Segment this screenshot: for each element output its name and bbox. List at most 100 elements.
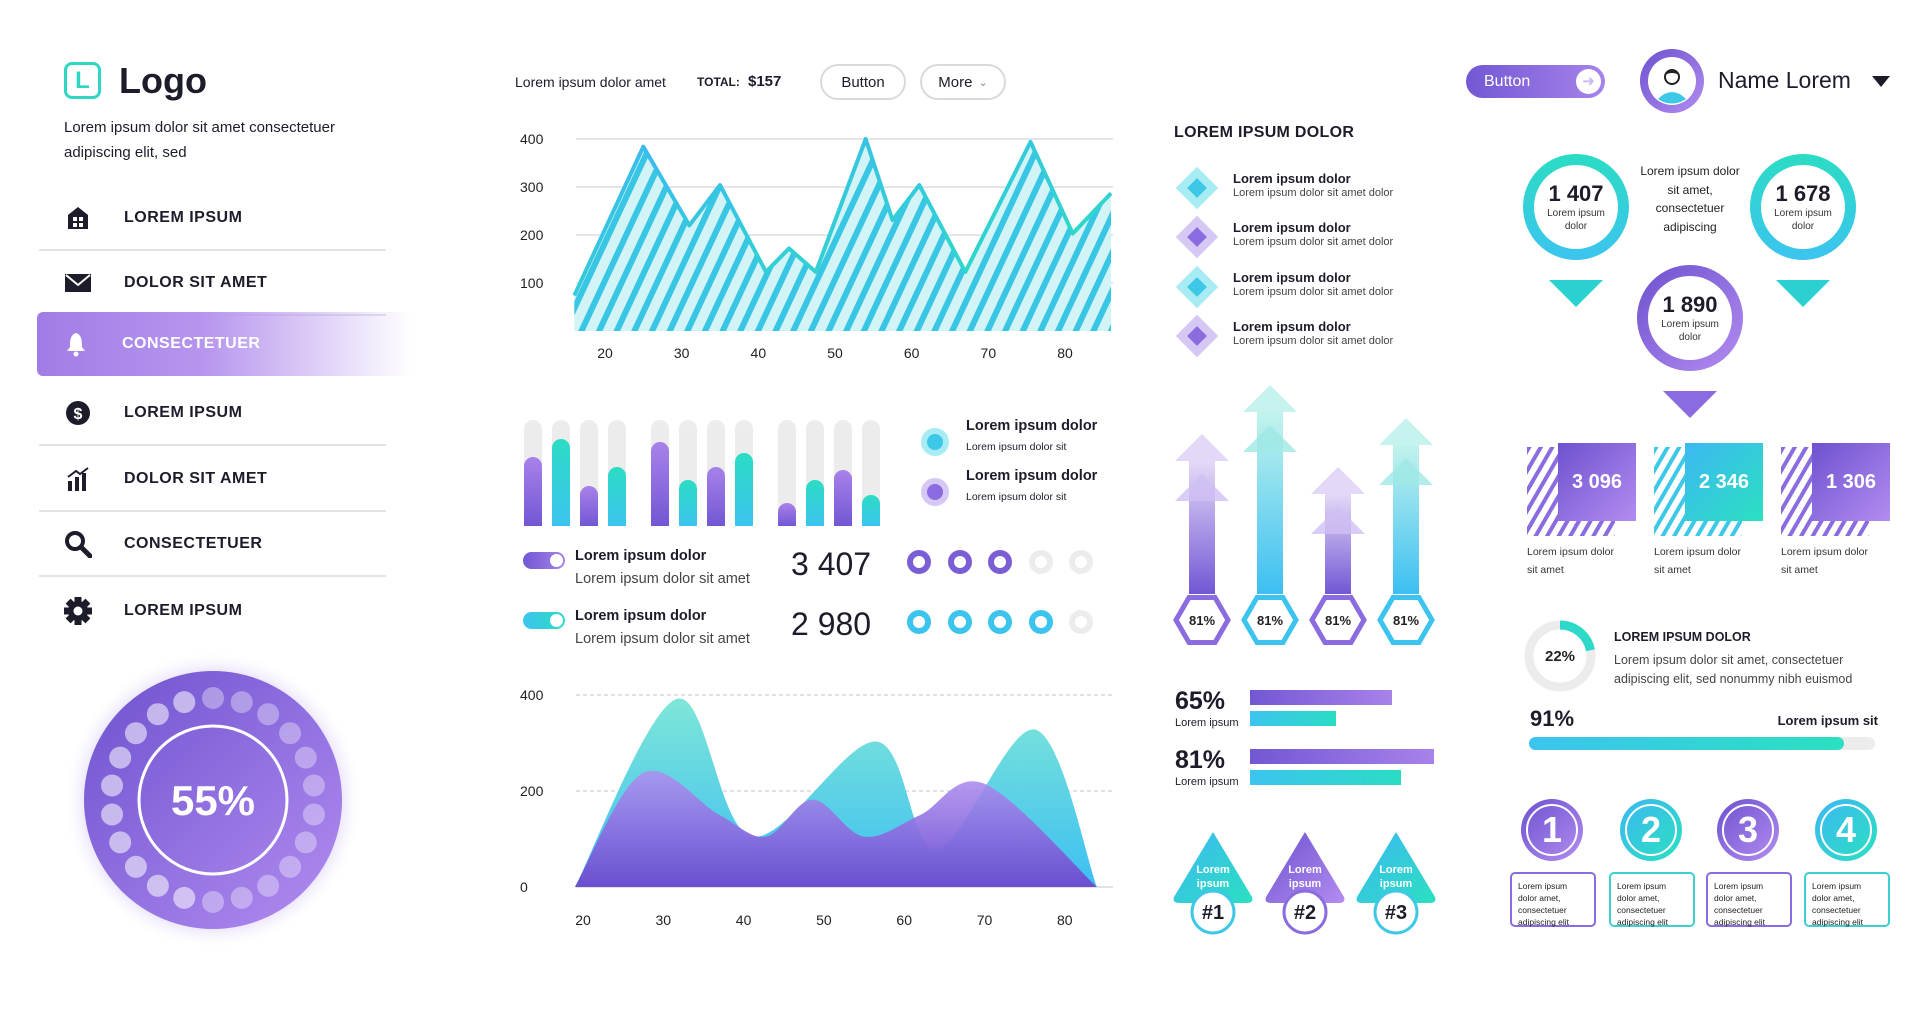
sidebar-item-1[interactable]: LOREM IPSUM — [39, 186, 386, 251]
gauge-label: 55% — [171, 777, 255, 824]
list-item-subtitle: Lorem ipsum dolor sit amet dolor — [1233, 236, 1394, 248]
legend-subtitle: Lorem ipsum dolor sit — [966, 441, 1067, 453]
gauge-dot — [146, 874, 169, 897]
total-value: $157 — [748, 73, 782, 90]
gauge-dot — [146, 703, 169, 726]
purple-bar — [1250, 690, 1392, 705]
rank-text: ipsum — [1197, 878, 1230, 890]
pin-pointer-icon — [1549, 280, 1603, 307]
rank-text: Lorem — [1288, 864, 1322, 876]
house-icon — [64, 206, 92, 230]
bar-track — [778, 420, 796, 526]
donut-text: Lorem ipsum dolor sit amet, consectetuer… — [1614, 651, 1852, 689]
header-button[interactable]: Button ➜ — [1466, 65, 1605, 98]
gauge-dot — [279, 722, 302, 745]
gauge-55: 55% — [63, 650, 363, 950]
user-name[interactable]: Name Lorem — [1718, 67, 1851, 93]
percent-label: 81% — [1175, 746, 1226, 774]
progress-label: 91% — [1530, 706, 1575, 731]
y-tick-label: 400 — [520, 687, 544, 703]
area-chart: 0 200 400 20 30 40 50 60 70 80 — [520, 687, 1113, 928]
bar — [552, 439, 570, 526]
sidebar-item-2[interactable]: DOLOR SIT AMET — [39, 251, 386, 316]
gauge-dot — [302, 774, 325, 797]
gauge-dot — [101, 803, 124, 826]
list-item-subtitle: Lorem ipsum dolor sit amet dolor — [1233, 187, 1394, 199]
svg-text:$: $ — [74, 406, 83, 423]
rank-badge: Lorem ipsum #3 — [1356, 832, 1436, 935]
list-item-title: Lorem ipsum dolor — [1233, 220, 1351, 235]
y-tick-label: 200 — [520, 783, 544, 799]
list-item-title: Lorem ipsum dolor — [1233, 171, 1351, 186]
sidebar-item-label: LOREM IPSUM — [124, 403, 243, 421]
toggle-value: 3 407 — [791, 546, 872, 582]
sidebar-item-label: CONSECTETUER — [122, 335, 261, 352]
sidebar-item-label: DOLOR SIT AMET — [124, 469, 268, 487]
toggle-subtitle: Lorem ipsum dolor sit amet — [575, 571, 750, 587]
arrow-right-icon: ➜ — [1576, 69, 1601, 94]
x-tick-label: 20 — [597, 345, 613, 361]
donut-title: LOREM IPSUM DOLOR — [1614, 630, 1751, 644]
list-item-title: Lorem ipsum dolor — [1233, 319, 1351, 334]
toggle-switch[interactable] — [523, 552, 565, 569]
donut-text-line: adipiscing elit, sed nonummy nibh euismo… — [1614, 672, 1853, 686]
rating-ring-filled — [947, 610, 972, 634]
gauge-dot — [109, 746, 132, 769]
arrow-percent: 81% — [1325, 613, 1351, 628]
arrow-bar: 81% — [1309, 467, 1367, 646]
pin-pointer-icon — [1776, 280, 1830, 307]
gauge-dot — [294, 831, 317, 854]
toolbar-button[interactable]: Button — [820, 64, 906, 100]
pin-label: Lorem ipsum dolor — [1774, 207, 1832, 233]
stat-label-line: sit amet — [1781, 564, 1818, 576]
rank-text: ipsum — [1380, 878, 1413, 890]
step-number: 1 — [1521, 799, 1583, 861]
sidebar-item-label: LOREM IPSUM — [124, 601, 243, 619]
line-chart: 100 200 300 400 20 30 40 50 60 70 80 — [520, 131, 1113, 361]
gauge-dot — [279, 855, 302, 878]
rating-ring-filled — [988, 610, 1012, 634]
step-text-box: Lorem ipsum dolor amet, consectetuer adi… — [1609, 872, 1695, 927]
caret-down-icon[interactable] — [1872, 76, 1890, 87]
toggle-title: Lorem ipsum dolor — [575, 608, 707, 624]
stat-value: 1 306 — [1812, 443, 1890, 521]
diamond-icon — [1175, 265, 1219, 309]
sidebar-item-6[interactable]: CONSECTETUER — [39, 512, 386, 577]
bar — [834, 469, 852, 526]
legend-subtitle: Lorem ipsum dolor sit — [966, 491, 1067, 503]
toggle-switch[interactable] — [523, 612, 565, 629]
bar — [679, 480, 697, 526]
gauge-dot — [124, 722, 147, 745]
avatar[interactable] — [1640, 49, 1704, 113]
sidebar-item-5[interactable]: DOLOR SIT AMET — [39, 447, 386, 512]
rank-text: Lorem — [1196, 864, 1230, 876]
bar — [608, 466, 626, 526]
diamond-icon — [1175, 314, 1219, 358]
stat-value: 3 096 — [1558, 443, 1636, 521]
sidebar-item-3[interactable]: CONSECTETUER — [37, 312, 412, 376]
sidebar-item-4[interactable]: $ LOREM IPSUM — [39, 381, 386, 446]
bar-chart-icon — [64, 466, 92, 491]
arrow-bar: 81% — [1241, 385, 1299, 646]
hexagon-badge — [1309, 594, 1367, 646]
search-icon — [64, 530, 92, 558]
sidebar-item-7[interactable]: LOREM IPSUM — [39, 578, 386, 643]
sidebar-item-label: DOLOR SIT AMET — [124, 273, 268, 291]
step-text-box: Lorem ipsum dolor amet, consectetuer adi… — [1804, 872, 1890, 927]
rank-text: Lorem — [1379, 864, 1413, 876]
bell-icon — [62, 331, 90, 357]
y-tick-label: 200 — [520, 227, 544, 243]
arrow-percent: 81% — [1257, 613, 1283, 628]
toggle-title: Lorem ipsum dolor — [575, 548, 707, 564]
arrow-bar: 81% — [1377, 418, 1435, 646]
more-dropdown[interactable]: More ⌄ — [920, 64, 1006, 100]
pin-value: 1 407 — [1548, 180, 1604, 206]
bar — [862, 495, 880, 526]
arrow-bars: 81% 81% 81% 81% — [1173, 385, 1435, 646]
donut-label: 22% — [1545, 648, 1575, 665]
toolbar-caption: Lorem ipsum dolor amet — [515, 74, 666, 90]
stat-label-line: Lorem ipsum dolor — [1781, 546, 1868, 558]
gauge-dot — [202, 687, 224, 709]
rating-ring-empty — [1028, 550, 1053, 574]
stat-label: Lorem ipsum dolor sit amet — [1654, 543, 1741, 579]
